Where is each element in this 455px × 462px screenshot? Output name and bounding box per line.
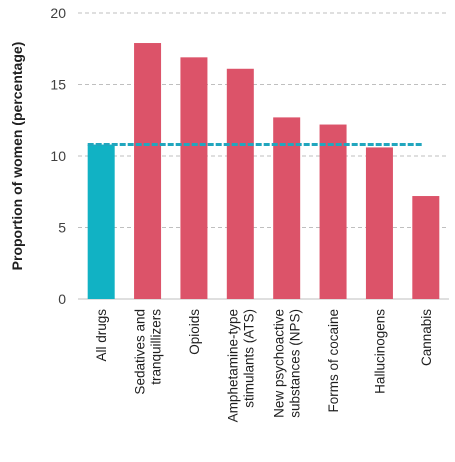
- y-tick-label: 5: [58, 220, 66, 236]
- y-tick-label: 10: [50, 148, 66, 164]
- x-tick-labels: All drugs Sedatives and tranquillizers Opio…: [94, 309, 434, 423]
- x-tick-label: Hallucinogens: [372, 309, 387, 394]
- bar-amphetamine-type-stimulants-ats: [226, 68, 254, 300]
- x-tick-label: Forms of cocaine: [326, 309, 341, 413]
- x-tick-label: All drugs: [94, 309, 109, 362]
- y-tick-labels: 0 5 10 15 20: [50, 5, 66, 307]
- y-tick-label: 0: [58, 291, 66, 307]
- x-tick-label: New psychoactive: [272, 309, 287, 418]
- bar-forms-of-cocaine: [319, 124, 347, 299]
- y-axis-title: Proportion of women (percentage): [9, 42, 25, 271]
- bar-all-drugs: [87, 144, 115, 299]
- x-tick-label: stimulants (ATS): [241, 309, 256, 408]
- x-tick-label: tranquillizers: [149, 309, 164, 385]
- gridlines: [78, 12, 449, 300]
- bar-opioids: [180, 57, 208, 299]
- bars: [87, 43, 440, 300]
- bar-sedatives-and-tranquillizers: [134, 43, 162, 299]
- bar-new-psychoactive-substances-nps: [273, 117, 301, 299]
- bar-hallucinogens: [365, 147, 393, 299]
- x-tick-label: Cannabis: [419, 309, 434, 366]
- bar-cannabis: [412, 196, 440, 299]
- x-tick-label: Amphetamine-type: [225, 309, 240, 422]
- x-tick-label: Sedatives and: [133, 309, 148, 395]
- x-tick-label: substances (NPS): [288, 309, 303, 418]
- y-tick-label: 15: [50, 77, 66, 93]
- y-tick-label: 20: [50, 5, 66, 21]
- x-tick-label: Opioids: [187, 309, 202, 355]
